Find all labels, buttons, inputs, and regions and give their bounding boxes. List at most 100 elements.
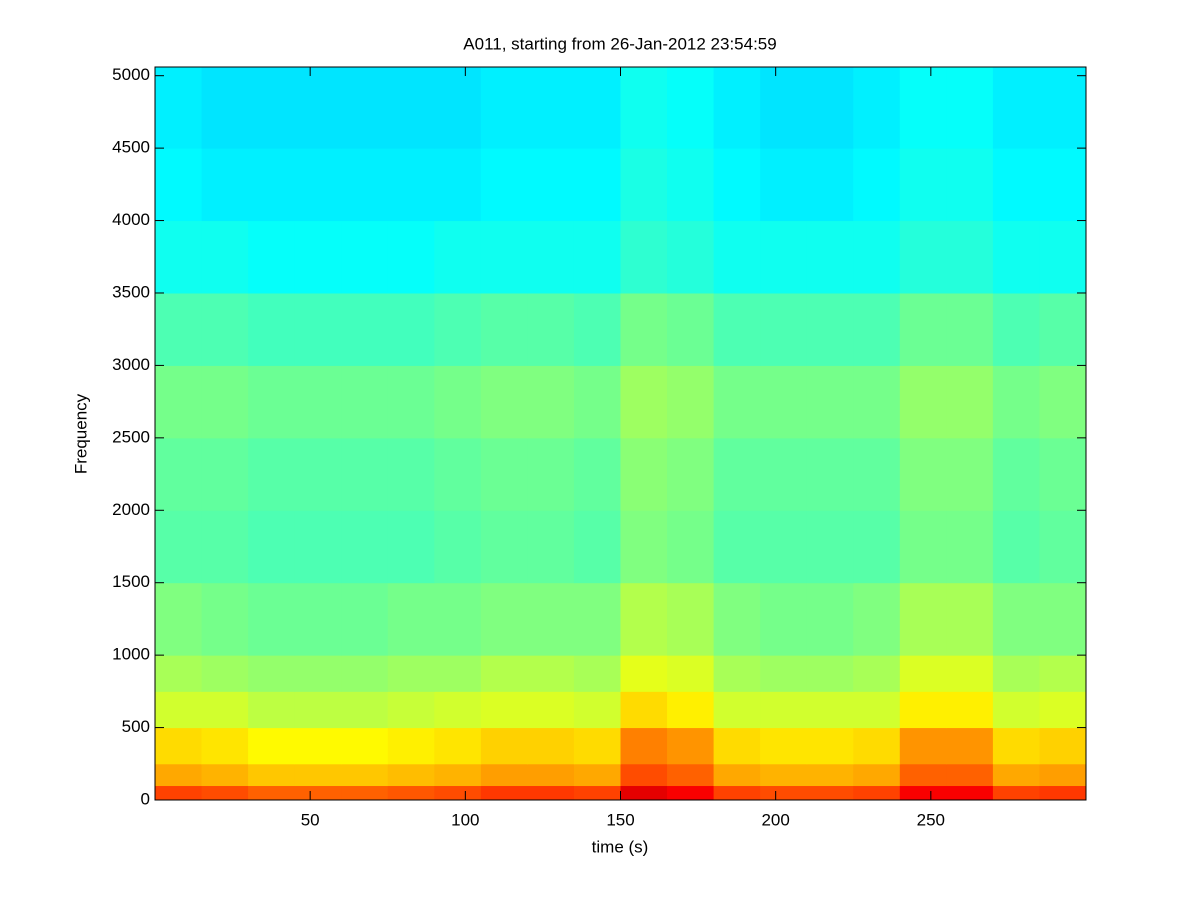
- cell: [992, 582, 1040, 656]
- cell: [434, 785, 482, 801]
- cell: [620, 582, 668, 656]
- cell: [713, 292, 761, 366]
- cell: [155, 582, 203, 656]
- cell: [434, 655, 482, 692]
- cell: [480, 785, 528, 801]
- cell: [620, 727, 668, 765]
- cell: [1039, 220, 1087, 294]
- cell: [620, 510, 668, 584]
- cell: [527, 220, 575, 294]
- cell: [248, 510, 296, 584]
- cell: [992, 691, 1040, 729]
- cell: [573, 292, 621, 366]
- x-tick-label: 250: [917, 810, 945, 829]
- cell: [899, 510, 947, 584]
- cell: [620, 365, 668, 439]
- cell: [667, 220, 715, 294]
- cell: [806, 67, 854, 149]
- cell: [899, 582, 947, 656]
- cell: [667, 691, 715, 729]
- cell: [341, 763, 389, 787]
- cell: [573, 582, 621, 656]
- cell: [620, 220, 668, 294]
- cell: [527, 582, 575, 656]
- cell: [620, 785, 668, 801]
- cell: [387, 655, 435, 692]
- cell: [992, 148, 1040, 222]
- cell: [573, 785, 621, 801]
- cell: [155, 292, 203, 366]
- cell: [667, 655, 715, 692]
- cell: [527, 292, 575, 366]
- cell: [992, 785, 1040, 801]
- cell: [620, 655, 668, 692]
- cell: [760, 763, 808, 787]
- y-tick-label: 1000: [112, 645, 150, 664]
- cell: [527, 655, 575, 692]
- cell: [387, 727, 435, 765]
- cell: [806, 220, 854, 294]
- cell: [853, 510, 901, 584]
- cell: [155, 365, 203, 439]
- y-tick-label: 4000: [112, 210, 150, 229]
- cell: [155, 691, 203, 729]
- cell: [294, 365, 342, 439]
- cell: [434, 727, 482, 765]
- cell: [806, 437, 854, 511]
- cell: [853, 655, 901, 692]
- cell: [713, 582, 761, 656]
- cell: [201, 691, 249, 729]
- cell: [480, 691, 528, 729]
- cell: [713, 655, 761, 692]
- cell: [667, 785, 715, 801]
- cell: [713, 220, 761, 294]
- cell: [620, 437, 668, 511]
- cell: [992, 763, 1040, 787]
- cell: [713, 785, 761, 801]
- cell: [806, 727, 854, 765]
- cell: [480, 67, 528, 149]
- cell: [480, 510, 528, 584]
- cell: [387, 763, 435, 787]
- cell: [248, 785, 296, 801]
- axes: 50 100 150 200 25005001000150020002500300035…: [112, 65, 1087, 829]
- cell: [201, 437, 249, 511]
- cell: [480, 365, 528, 439]
- y-tick-label: 3500: [112, 282, 150, 301]
- cell: [294, 292, 342, 366]
- cell: [341, 220, 389, 294]
- cell: [667, 67, 715, 149]
- cell: [806, 292, 854, 366]
- cell: [434, 67, 482, 149]
- cell: [480, 582, 528, 656]
- cell: [992, 727, 1040, 765]
- spectrogram: [155, 67, 1087, 801]
- y-tick-label: 4500: [112, 138, 150, 157]
- x-axis-label: time (s): [592, 837, 649, 856]
- cell: [248, 292, 296, 366]
- cell: [341, 437, 389, 511]
- x-tick-label: 200: [761, 810, 789, 829]
- y-tick-label: 3000: [112, 355, 150, 374]
- cell: [201, 763, 249, 787]
- cell: [480, 727, 528, 765]
- cell: [667, 763, 715, 787]
- cell: [946, 292, 994, 366]
- cell: [201, 582, 249, 656]
- cell: [992, 655, 1040, 692]
- cell: [434, 365, 482, 439]
- cell: [760, 220, 808, 294]
- cell: [573, 437, 621, 511]
- cell: [667, 437, 715, 511]
- cell: [201, 365, 249, 439]
- cell: [341, 785, 389, 801]
- cell: [713, 727, 761, 765]
- cell: [527, 763, 575, 787]
- cell: [573, 655, 621, 692]
- cell: [853, 365, 901, 439]
- cell: [155, 763, 203, 787]
- cell: [434, 510, 482, 584]
- cell: [853, 763, 901, 787]
- cell: [946, 655, 994, 692]
